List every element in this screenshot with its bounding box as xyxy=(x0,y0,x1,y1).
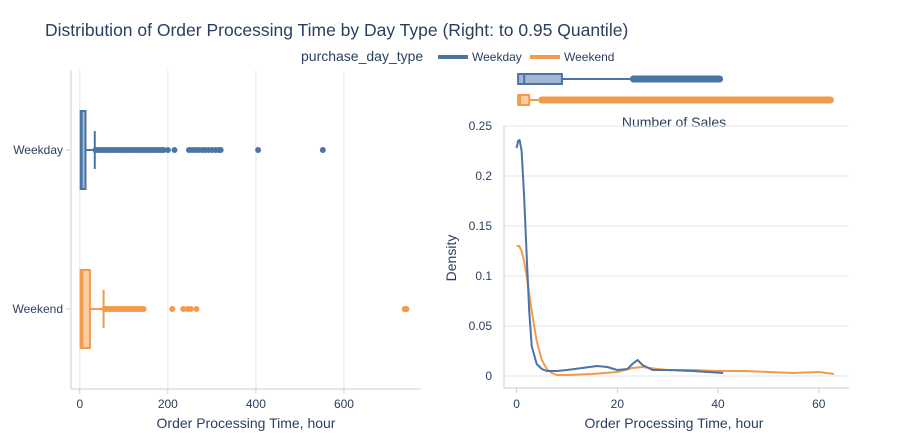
density-line-weekend xyxy=(516,245,835,376)
right-x-tick-label: 40 xyxy=(711,397,725,411)
outlier-point-weekend xyxy=(403,306,410,312)
outlier-point-weekday xyxy=(164,147,171,153)
left-y-tick-label-weekday: Weekday xyxy=(13,143,63,157)
marginal-box-weekend xyxy=(517,94,531,106)
chart-title: Distribution of Order Processing Time by… xyxy=(45,20,628,40)
outlier-point-weekday xyxy=(217,147,224,153)
right-x-tick-label: 20 xyxy=(611,397,625,411)
left-x-tick-label: 600 xyxy=(334,397,354,411)
left-x-tick-label: 0 xyxy=(76,397,83,411)
right-y-tick-label: 0.05 xyxy=(469,319,493,333)
legend-label-weekday: Weekday xyxy=(472,50,522,64)
right-y-tick-label: 0.25 xyxy=(469,119,493,133)
outlier-point-weekend xyxy=(193,306,200,312)
marginal-outliers-weekend xyxy=(538,96,834,104)
right-y-tick-label: 0.1 xyxy=(475,269,492,283)
outlier-point-weekend xyxy=(187,306,194,312)
legend: purchase_day_type Weekday Weekend xyxy=(301,48,614,64)
right-y-tick-label: 0.15 xyxy=(469,219,493,233)
left-y-tick-label-weekend: Weekend xyxy=(13,302,63,316)
left-x-tick-label: 200 xyxy=(158,397,178,411)
marginal-outliers-weekday xyxy=(629,75,724,83)
box-weekend xyxy=(79,269,91,349)
outlier-point-weekend xyxy=(140,306,147,312)
legend-label-weekend: Weekend xyxy=(564,50,614,64)
density-y-axis-label: Density xyxy=(443,235,459,282)
marginal-box-plot xyxy=(517,73,834,106)
left-box-plot: Order Processing Time, hour 0 200 400 600 We… xyxy=(13,70,421,431)
outlier-point-weekday xyxy=(171,147,178,153)
right-x-tick-label: 0 xyxy=(513,397,520,411)
right-x-tick-label: 60 xyxy=(812,397,826,411)
outlier-point-weekend xyxy=(169,306,176,312)
outlier-point-weekday xyxy=(160,147,167,153)
right-y-tick-label: 0.2 xyxy=(475,169,492,183)
left-x-axis-label: Order Processing Time, hour xyxy=(157,415,336,431)
density-line-weekday xyxy=(515,139,724,374)
left-x-tick-label: 400 xyxy=(246,397,266,411)
marginal-box-weekday xyxy=(517,73,563,85)
right-x-axis-label: Order Processing Time, hour xyxy=(585,415,764,431)
right-y-tick-label: 0 xyxy=(485,369,492,383)
outlier-point-weekday xyxy=(319,147,326,153)
outlier-point-weekday xyxy=(255,147,262,153)
density-plot: Number of Sales Order Processing Time, h… xyxy=(443,114,849,431)
legend-title: purchase_day_type xyxy=(301,48,423,64)
density-subplot-title: Number of Sales xyxy=(622,114,726,130)
outlier-point-weekend xyxy=(180,306,187,312)
